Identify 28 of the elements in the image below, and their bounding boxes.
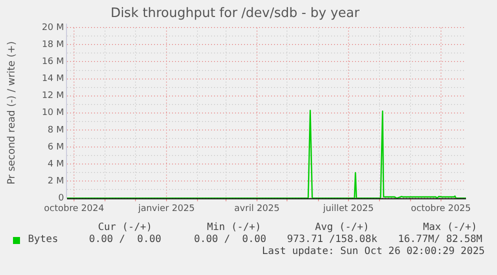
x-tick-label: octobre 2025 xyxy=(410,204,471,214)
y-tick-label: 0 xyxy=(58,194,64,204)
text: Min (-/+) xyxy=(207,222,262,234)
y-tick-label: 14 M xyxy=(42,74,64,84)
x-tick-label: janvier 2025 xyxy=(137,204,195,214)
y-tick-label: 10 M xyxy=(42,108,64,118)
text: 0.00 / 0.00 xyxy=(89,234,162,246)
y-tick-label: 4 M xyxy=(48,159,64,170)
y-axis-title: Pr second read (-) / write (+) xyxy=(6,41,18,185)
x-tick-label: juillet 2025 xyxy=(322,204,374,214)
y-tick-label: 2 M xyxy=(48,176,64,186)
text: 973.71 /158.08k xyxy=(287,234,378,246)
text: Last update: Sun Oct 26 02:00:29 2025 xyxy=(262,246,485,258)
text: 0.00 / 0.00 xyxy=(194,234,266,246)
y-tick-label: 6 M xyxy=(48,142,64,152)
y-tick-label: 20 M xyxy=(42,22,64,33)
y-tick-label: 8 M xyxy=(48,125,64,136)
legend-label: Bytes xyxy=(28,234,58,246)
chart-title: Disk throughput for /dev/sdb - by year xyxy=(110,6,360,22)
text: Avg (-/+) xyxy=(315,222,370,234)
x-tick-label: octobre 2024 xyxy=(44,204,104,214)
y-tick-label: 12 M xyxy=(42,91,64,102)
y-tick-label: 16 M xyxy=(42,57,64,68)
text: Max (-/+) xyxy=(423,222,478,234)
x-tick-label: avril 2025 xyxy=(234,204,280,214)
text: Cur (-/+) xyxy=(98,222,152,234)
text: 16.77M/ 82.58M xyxy=(398,234,482,246)
y-tick-label: 18 M xyxy=(42,40,64,50)
